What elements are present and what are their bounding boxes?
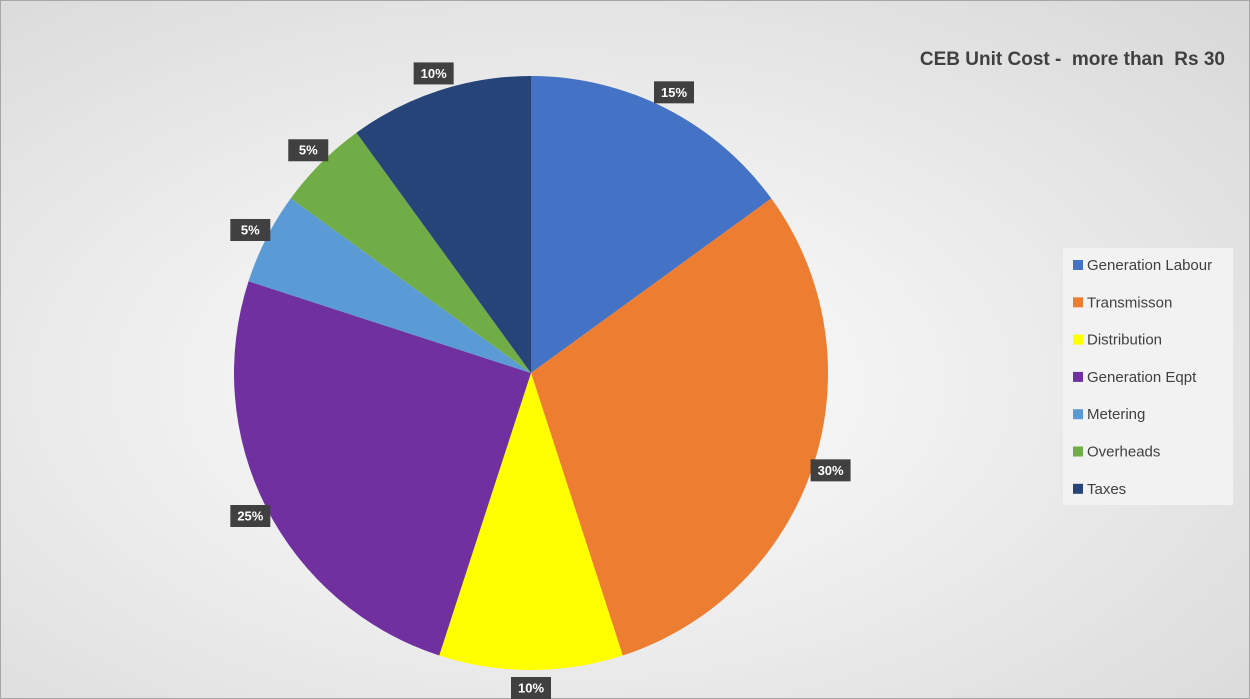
data-label-box <box>230 218 271 241</box>
data-label: 15% <box>661 85 687 100</box>
legend-label: Metering <box>1087 406 1145 423</box>
data-label: 5% <box>299 143 318 158</box>
legend-swatch <box>1073 334 1083 345</box>
pie-slice <box>439 373 623 670</box>
legend-swatch <box>1073 446 1083 457</box>
data-label: 10% <box>518 680 544 695</box>
legend-swatch <box>1073 371 1083 382</box>
legend-label: Transmisson <box>1087 294 1172 311</box>
data-label-box <box>511 677 551 699</box>
data-label: 25% <box>237 508 263 523</box>
data-label: 10% <box>421 66 447 81</box>
legend-label: Taxes <box>1087 481 1126 498</box>
legend-swatch <box>1073 409 1083 420</box>
pie-slice <box>234 281 531 656</box>
legend-label: Overheads <box>1087 443 1160 460</box>
pie-slice <box>531 198 828 656</box>
legend-swatch <box>1073 297 1083 308</box>
legend-label: Distribution <box>1087 332 1162 349</box>
legend-box <box>1063 248 1233 505</box>
data-label: 5% <box>241 222 260 237</box>
legend-label: Generation Eqpt <box>1087 369 1197 386</box>
data-label-box <box>810 459 851 482</box>
data-label-box <box>413 62 454 85</box>
data-label-box <box>288 139 329 162</box>
pie-slice <box>290 132 531 373</box>
pie-slice <box>356 76 531 373</box>
legend-label: Generation Labour <box>1087 257 1212 274</box>
chart-title: CEB Unit Cost - more than Rs 30 <box>920 49 1225 70</box>
data-label-box <box>230 505 271 528</box>
pie-slice <box>531 76 772 373</box>
pie-slice <box>248 198 532 373</box>
data-label: 30% <box>818 463 844 478</box>
legend-swatch <box>1073 260 1083 270</box>
data-label-box <box>654 81 695 104</box>
legend-swatch <box>1073 483 1083 494</box>
